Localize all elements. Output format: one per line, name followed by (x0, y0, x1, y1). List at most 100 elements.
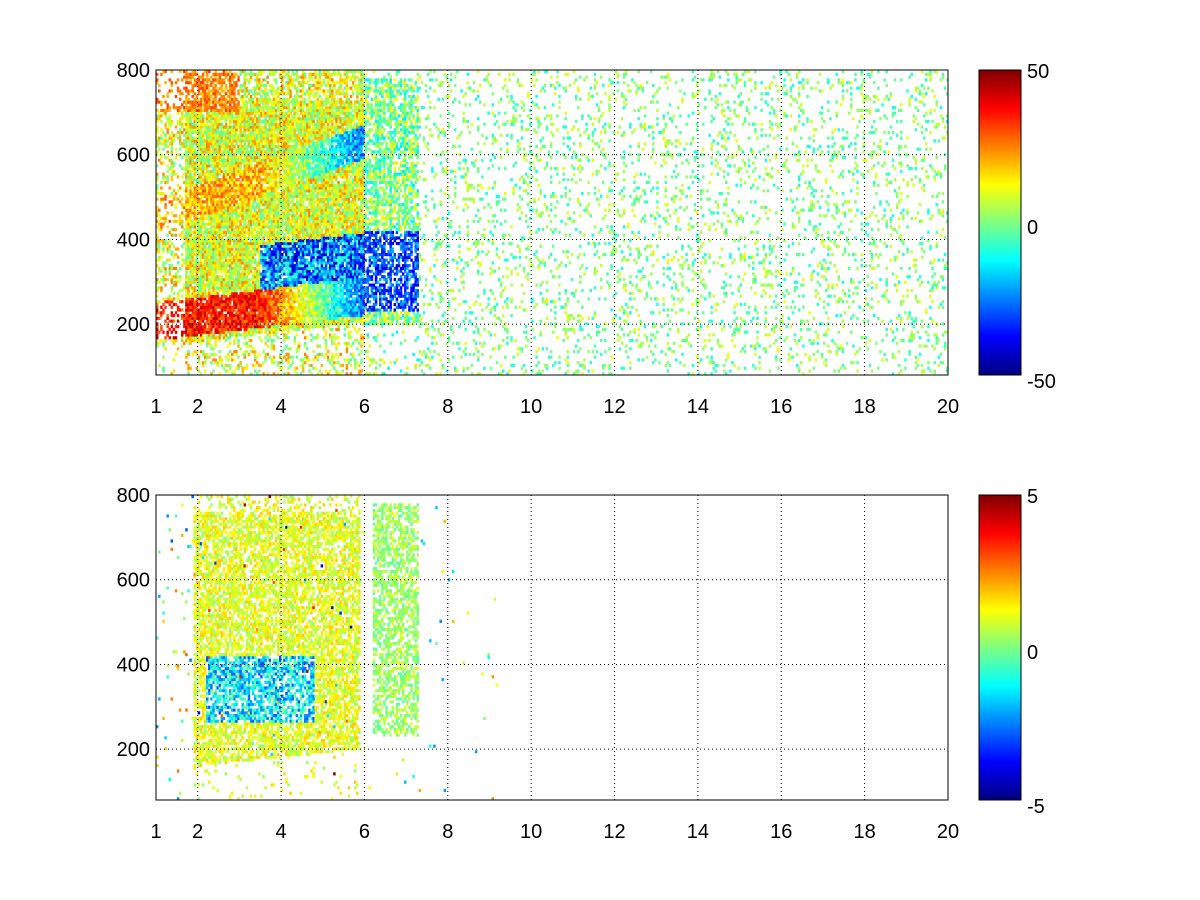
heatmap-cell (224, 180, 228, 185)
heatmap-cell (189, 336, 192, 340)
heatmap-cell (224, 203, 228, 207)
heatmap-cell (220, 161, 224, 165)
heatmap-cell (289, 289, 292, 293)
heatmap-cell (212, 164, 215, 168)
heatmap-cell (168, 114, 171, 118)
heatmap-cell (170, 300, 174, 304)
heatmap-cell (212, 305, 215, 309)
heatmap-cell (203, 358, 207, 362)
heatmap-cell (156, 153, 159, 157)
heatmap-cell (256, 103, 259, 107)
heatmap-cell (258, 277, 261, 282)
heatmap-cell (208, 286, 211, 290)
heatmap-cell (218, 122, 222, 126)
heatmap-cell (237, 255, 240, 259)
heatmap-cell (264, 83, 267, 88)
heatmap-cell (185, 300, 188, 304)
heatmap-cell (216, 316, 219, 320)
heatmap-cell (191, 169, 194, 173)
heatmap-cell (272, 142, 276, 146)
heatmap-cell (262, 83, 265, 88)
heatmap-cell (191, 136, 194, 140)
heatmap-cell (189, 158, 192, 162)
heatmap-cell (251, 172, 255, 176)
heatmap-cell (193, 258, 196, 262)
heatmap-cell (176, 183, 180, 187)
heatmap-cell (189, 194, 192, 198)
heatmap-cell (174, 228, 178, 232)
heatmap-cell (245, 186, 249, 190)
heatmap-cell (270, 178, 274, 182)
heatmap-cell (185, 78, 188, 82)
heatmap-cell (266, 222, 269, 226)
heatmap-cell (247, 327, 251, 332)
heatmap-cell (191, 94, 194, 99)
heatmap-cell (162, 264, 165, 268)
heatmap-cell (216, 205, 219, 210)
heatmap-cell (253, 72, 257, 76)
heatmap-cell (256, 158, 259, 162)
heatmap-cell (260, 258, 263, 262)
heatmap-cell (203, 142, 207, 146)
heatmap-cell (191, 70, 194, 74)
heatmap-cell (235, 311, 238, 315)
heatmap-cell (260, 280, 263, 284)
heatmap-cell (191, 164, 194, 168)
heatmap-cell (268, 175, 272, 179)
heatmap-cell (256, 155, 259, 160)
heatmap-cell (189, 319, 192, 323)
heatmap-cell (206, 175, 209, 179)
heatmap-cell (260, 277, 263, 282)
heatmap-cell (270, 341, 274, 345)
heatmap-cell (256, 272, 259, 276)
heatmap-cell (231, 72, 234, 76)
heatmap-cell (247, 205, 251, 210)
heatmap-cell (243, 192, 247, 196)
heatmap-cell (201, 172, 205, 176)
heatmap-cell (193, 333, 196, 337)
heatmap-cell (158, 300, 161, 304)
heatmap-cell (256, 291, 259, 295)
heatmap-cell (283, 86, 286, 90)
heatmap-cell (203, 286, 207, 290)
heatmap-cell (285, 344, 288, 348)
heatmap-cell (191, 258, 194, 262)
heatmap-cell (187, 250, 190, 254)
heatmap-cell (216, 150, 219, 154)
heatmap-cell (191, 194, 194, 198)
heatmap-cell (199, 131, 203, 135)
heatmap-cell (214, 222, 217, 226)
heatmap-cell (199, 203, 203, 207)
heatmap-cell (160, 133, 163, 137)
heatmap-cell (266, 302, 269, 307)
heatmap-cell (231, 167, 234, 171)
heatmap-cell (208, 194, 211, 198)
heatmap-cell (235, 225, 238, 229)
heatmap-cell (228, 75, 232, 79)
heatmap-cell (206, 131, 209, 135)
heatmap-cell (264, 100, 267, 104)
heatmap-cell (174, 280, 178, 284)
heatmap-cell (203, 266, 207, 271)
heatmap-cell (226, 289, 230, 293)
heatmap-cell (208, 305, 211, 309)
heatmap-cell (208, 78, 211, 82)
heatmap-cell (224, 314, 228, 318)
heatmap-cell (210, 266, 213, 271)
heatmap-cell (170, 167, 174, 171)
heatmap-cell (208, 341, 211, 345)
heatmap-cell (214, 261, 217, 265)
heatmap-cell (233, 183, 236, 187)
heatmap-cell (195, 72, 199, 76)
heatmap-cell (216, 214, 219, 218)
heatmap-cell (270, 347, 274, 351)
heatmap-cell (235, 200, 238, 204)
heatmap-cell (224, 253, 228, 257)
heatmap-cell (220, 89, 224, 93)
heatmap-cell (256, 111, 259, 115)
heatmap-cell (235, 211, 238, 215)
heatmap-cell (183, 233, 186, 237)
heatmap-cell (268, 239, 272, 243)
heatmap-cell (241, 305, 244, 309)
heatmap-cell (226, 125, 230, 129)
